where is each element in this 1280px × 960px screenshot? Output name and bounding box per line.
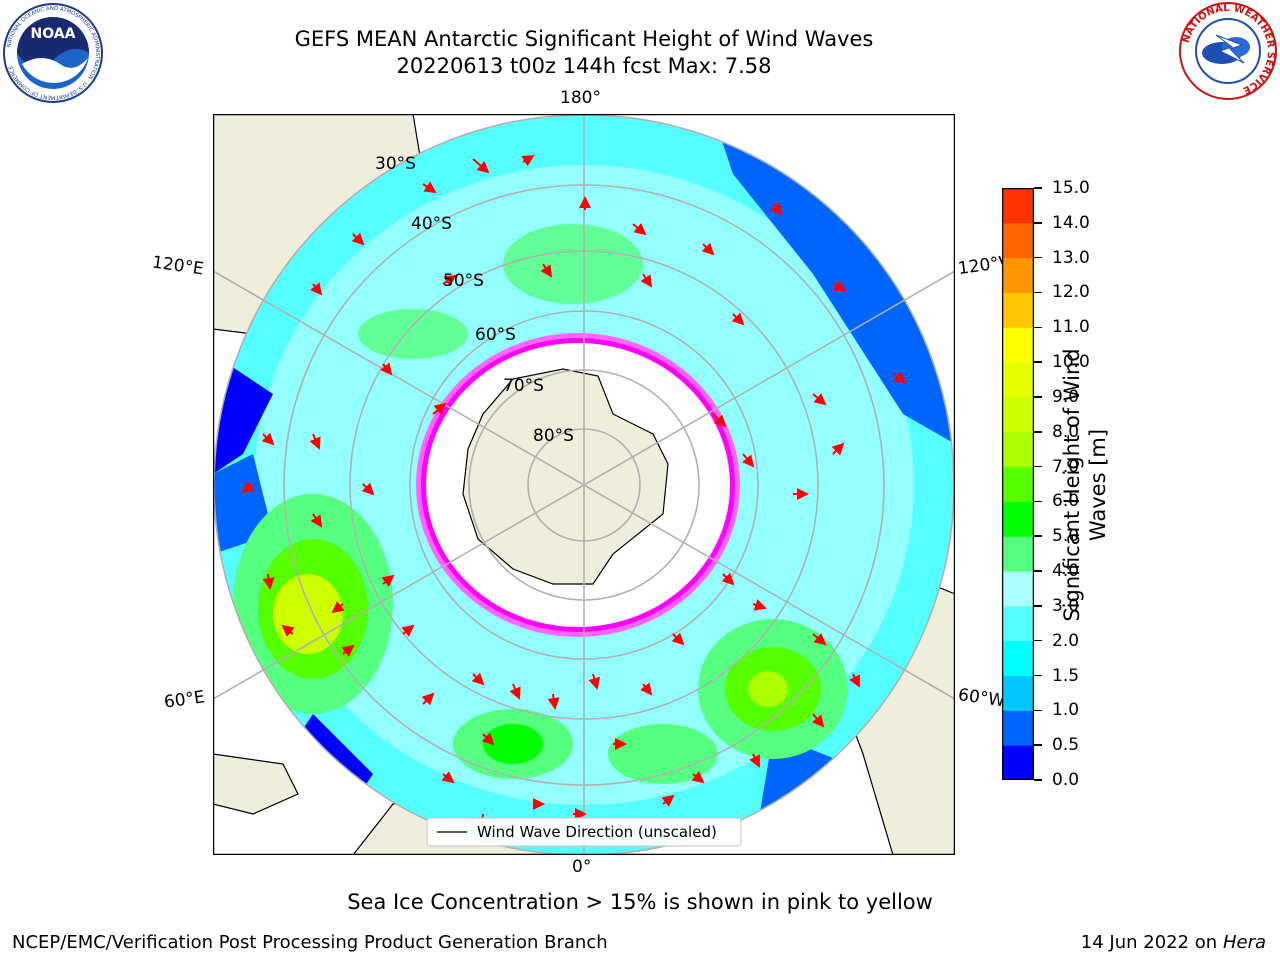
colorbar-tick-mark bbox=[1034, 639, 1042, 642]
colorbar-tick-mark bbox=[1034, 709, 1042, 712]
colorbar-tick-label: 11.0 bbox=[1052, 317, 1090, 338]
lat-label-80s: 80°S bbox=[533, 426, 574, 446]
lon-label-0: 0° bbox=[572, 857, 592, 877]
colorbar-tick-label: 6.0 bbox=[1052, 491, 1080, 512]
colorbar-segment bbox=[1002, 327, 1034, 363]
colorbar-tick-label: 0.5 bbox=[1052, 735, 1080, 756]
latitude-labels: 30°S 40°S 50°S 60°S 70°S 80°S bbox=[375, 154, 574, 446]
colorbar-segment bbox=[1002, 257, 1034, 293]
colorbar-tick-mark bbox=[1034, 674, 1042, 677]
colorbar-tick-label: 9.0 bbox=[1052, 386, 1080, 407]
lat-label-50s: 50°S bbox=[443, 271, 484, 291]
colorbar-tick-mark bbox=[1034, 431, 1042, 433]
colorbar-tick-label: 0.0 bbox=[1052, 770, 1080, 790]
lat-label-60s: 60°S bbox=[475, 325, 516, 345]
colorbar-tick-mark bbox=[1034, 187, 1042, 189]
colorbar-tick-label: 1.5 bbox=[1052, 665, 1080, 686]
colorbar-tick-label: 10.0 bbox=[1052, 352, 1090, 373]
colorbar-tick-mark bbox=[1034, 222, 1042, 224]
footer-date: 14 Jun 2022 on Hera bbox=[1081, 932, 1266, 953]
colorbar-tick-mark bbox=[1034, 396, 1042, 398]
colorbar-segment bbox=[1002, 745, 1034, 780]
colorbar-segment bbox=[1002, 292, 1034, 328]
colorbar-segment bbox=[1002, 501, 1034, 537]
colorbar-tick-mark bbox=[1034, 744, 1042, 746]
meridian-lines bbox=[213, 114, 955, 855]
sea-ice-caption: Sea Ice Concentration > 15% is shown in … bbox=[347, 890, 933, 914]
colorbar-tick-mark bbox=[1034, 500, 1042, 503]
map-subtitle: 20220613 t00z 144h fcst Max: 7.58 bbox=[396, 54, 772, 78]
map-legend: Wind Wave Direction (unscaled) bbox=[426, 817, 742, 847]
colorbar-tick-mark bbox=[1034, 291, 1042, 294]
footer-credit: NCEP/EMC/Verification Post Processing Pr… bbox=[12, 932, 608, 953]
colorbar-tick-label: 14.0 bbox=[1052, 212, 1090, 233]
colorbar-tick-label: 12.0 bbox=[1052, 282, 1090, 303]
colorbar-segment bbox=[1002, 640, 1034, 677]
colorbar-tick-label: 4.0 bbox=[1052, 561, 1080, 582]
colorbar-tick-mark bbox=[1034, 535, 1042, 537]
colorbar-tick-label: 13.0 bbox=[1052, 247, 1090, 268]
colorbar-tick-mark bbox=[1034, 256, 1042, 259]
colorbar-tick-label: 5.0 bbox=[1052, 526, 1080, 547]
colorbar-segment bbox=[1002, 222, 1034, 259]
map-frame-border bbox=[213, 114, 955, 855]
noaa-logo-text: NOAA bbox=[31, 26, 76, 42]
colorbar-segment bbox=[1002, 431, 1034, 468]
colorbar-segment bbox=[1002, 536, 1034, 572]
lon-label-180: 180° bbox=[560, 88, 601, 108]
map-title: GEFS MEAN Antarctic Significant Height o… bbox=[294, 27, 874, 51]
colorbar-tick-mark bbox=[1034, 465, 1042, 468]
colorbar-tick-label: 2.0 bbox=[1052, 630, 1080, 651]
colorbar-segment bbox=[1002, 396, 1034, 433]
colorbar bbox=[1002, 188, 1034, 780]
colorbar-tick-label: 3.0 bbox=[1052, 595, 1080, 616]
colorbar-tick-mark bbox=[1034, 605, 1042, 607]
lon-label-120w: 120°W bbox=[956, 252, 1006, 280]
colorbar-tick-label: 1.0 bbox=[1052, 700, 1080, 721]
wind-wave-arrows bbox=[241, 154, 907, 830]
legend-label: Wind Wave Direction (unscaled) bbox=[477, 823, 717, 841]
colorbar-tick-mark bbox=[1034, 361, 1042, 363]
colorbar-tick-mark bbox=[1034, 570, 1042, 572]
colorbar-label: Significant Height of Wind Waves [m] bbox=[1060, 348, 1110, 622]
footer-date-text: 14 Jun 2022 on bbox=[1080, 932, 1218, 953]
colorbar-tick-label: 15.0 bbox=[1052, 178, 1090, 198]
lon-label-60w: 60°W bbox=[956, 685, 1004, 711]
colorbar-segment bbox=[1002, 188, 1034, 224]
lat-label-30s: 30°S bbox=[375, 154, 416, 174]
colorbar-segment bbox=[1002, 466, 1034, 502]
colorbar-tick-label: 8.0 bbox=[1052, 421, 1080, 442]
colorbar-tick-mark bbox=[1034, 779, 1042, 781]
colorbar-segment bbox=[1002, 710, 1034, 746]
colorbar-segment bbox=[1002, 675, 1034, 711]
colorbar-segment bbox=[1002, 362, 1034, 398]
footer-host: Hera bbox=[1222, 932, 1266, 953]
lat-label-40s: 40°S bbox=[411, 214, 452, 234]
colorbar-segment bbox=[1002, 571, 1034, 607]
polar-map: 30°S 40°S 50°S 60°S 70°S 80°S Wind Wave … bbox=[213, 114, 955, 855]
colorbar-tick-mark bbox=[1034, 326, 1042, 329]
national-weather-service-logo: NATIONAL WEATHER SERVICE bbox=[1179, 2, 1277, 100]
colorbar-tick-label: 7.0 bbox=[1052, 456, 1080, 477]
colorbar-segment bbox=[1002, 605, 1034, 642]
lon-label-60e: 60°E bbox=[162, 687, 207, 713]
lon-label-120e: 120°E bbox=[150, 252, 205, 280]
noaa-logo: NOAA NATIONAL OCEANIC AND ATMOSPHERIC AD… bbox=[3, 3, 103, 103]
lat-label-70s: 70°S bbox=[503, 376, 544, 396]
